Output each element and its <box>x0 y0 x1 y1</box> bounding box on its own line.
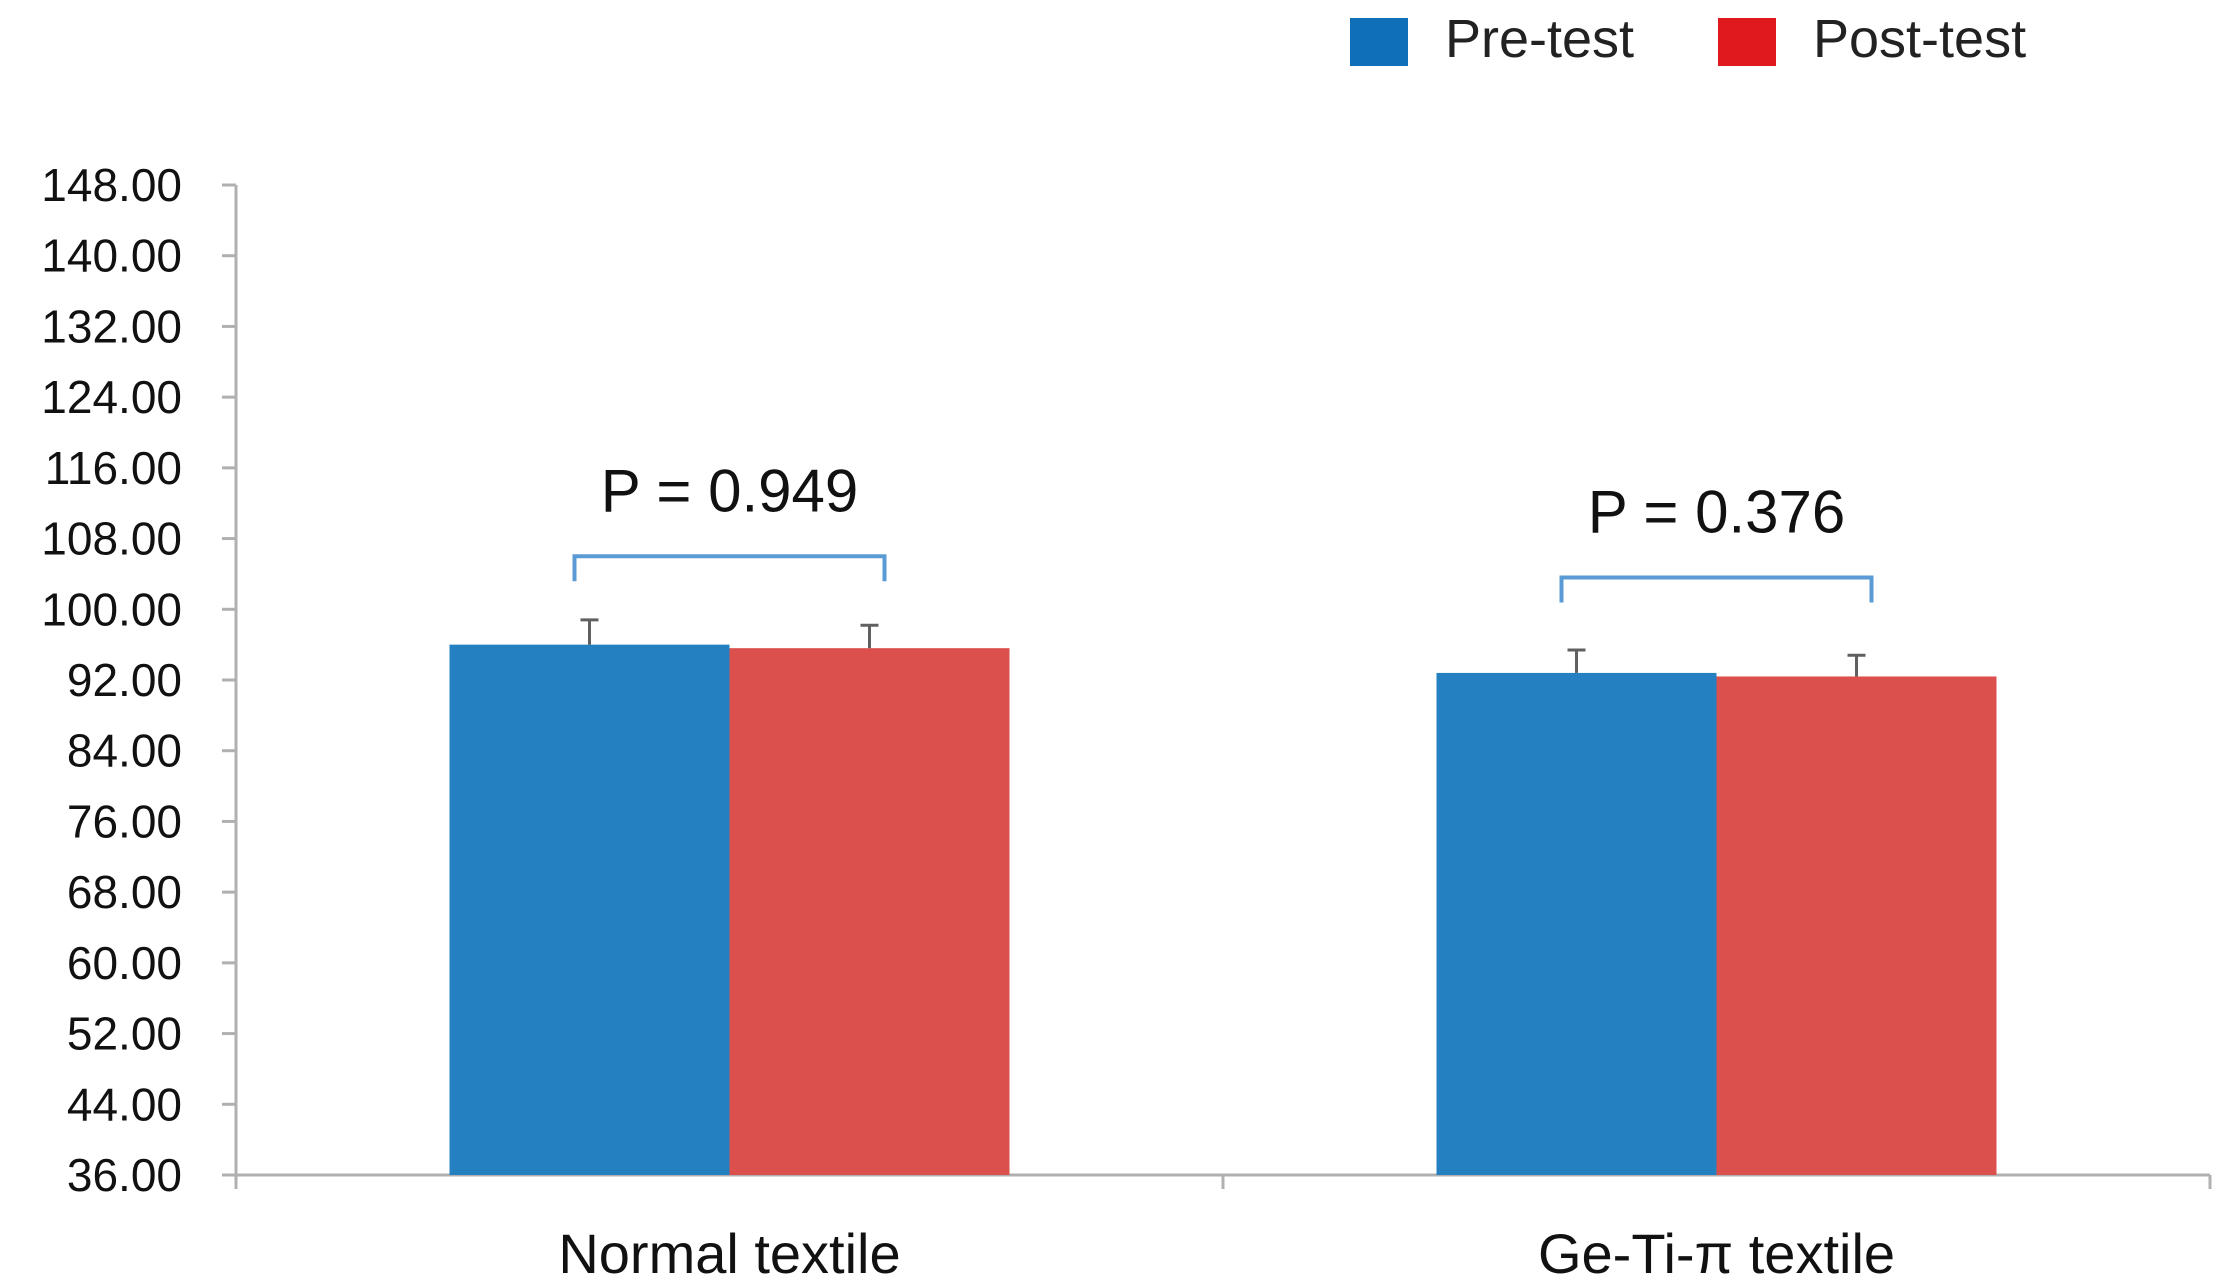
y-tick-label: 68.00 <box>67 866 182 918</box>
p-value-label: P = 0.376 <box>1588 478 1845 545</box>
legend-swatch-pre-test <box>1350 18 1408 66</box>
y-axis: 36.00 44.00 52.00 60.00 68.00 76.00 84.00 92.00… <box>41 159 238 1201</box>
legend-swatch-post-test <box>1718 18 1776 66</box>
bars <box>449 644 1997 1175</box>
significance-bracket <box>1559 575 1874 603</box>
p-value-annotations: P = 0.949 P = 0.376 <box>572 457 1874 603</box>
bar-pre-test-2 <box>1436 672 1717 1175</box>
y-tick-label: 108.00 <box>41 513 182 565</box>
p-value-label: P = 0.949 <box>601 457 858 524</box>
error-bar <box>860 623 879 649</box>
y-tick-label: 44.00 <box>67 1078 182 1130</box>
y-tick-label: 148.00 <box>41 159 182 211</box>
y-tick-label: 84.00 <box>67 725 182 777</box>
legend-label: Pre-test <box>1445 9 1634 69</box>
legend: Pre-test Post-test <box>1350 9 2026 69</box>
y-tick-label: 76.00 <box>67 795 182 847</box>
error-bar <box>1567 648 1586 673</box>
bar-post-test-1 <box>729 648 1010 1175</box>
x-axis: Normal textile Ge-Ti-π textile <box>234 1173 2212 1285</box>
y-tick-label: 100.00 <box>41 583 182 635</box>
legend-label: Post-test <box>1813 9 2026 69</box>
x-category-label: Ge-Ti-π textile <box>1538 1222 1895 1285</box>
bar-post-test-2 <box>1716 676 1997 1175</box>
y-tick-label: 52.00 <box>67 1008 182 1060</box>
y-tick-label: 132.00 <box>41 300 182 352</box>
y-tick-label: 116.00 <box>45 442 182 494</box>
y-tick-label: 124.00 <box>41 371 182 423</box>
y-tick-label: 92.00 <box>67 654 182 706</box>
y-tick-label: 36.00 <box>67 1149 182 1201</box>
bar-pre-test-1 <box>449 644 730 1175</box>
significance-bracket <box>572 554 887 582</box>
y-tick-label: 140.00 <box>41 230 182 282</box>
error-bars <box>580 618 1866 677</box>
x-category-label: Normal textile <box>558 1222 900 1285</box>
error-bar <box>580 618 599 645</box>
error-bar <box>1847 653 1866 677</box>
y-tick-label: 60.00 <box>67 937 182 989</box>
